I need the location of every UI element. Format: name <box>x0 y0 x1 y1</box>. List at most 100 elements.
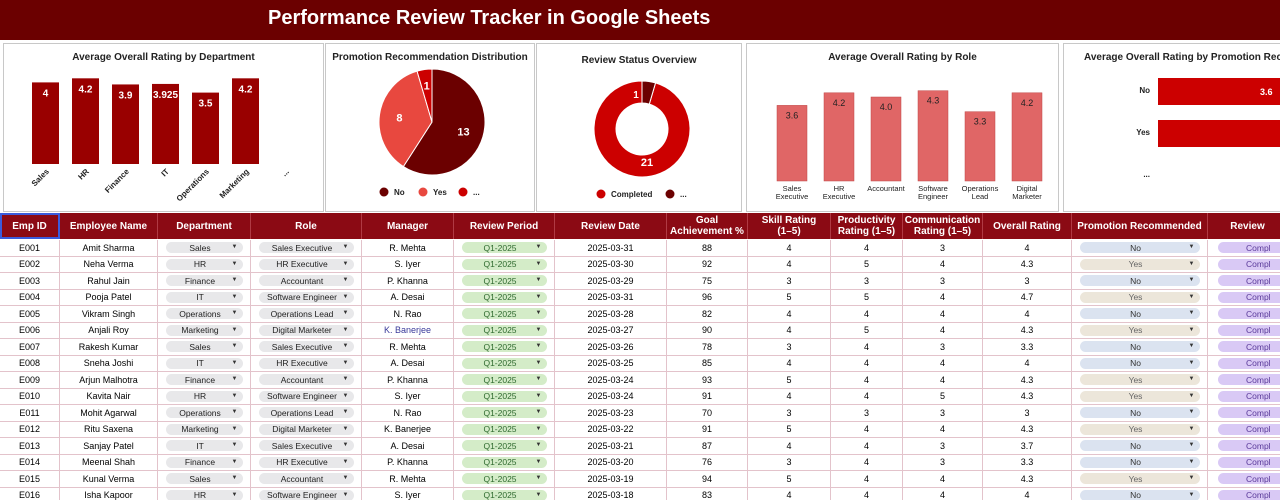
table-cell[interactable]: 4.3 <box>983 421 1072 437</box>
table-cell[interactable]: 4 <box>831 438 903 454</box>
dropdown-chip[interactable]: Compl <box>1218 473 1280 485</box>
table-cell[interactable]: E016 <box>0 487 60 500</box>
table-cell[interactable]: 2025-03-30 <box>555 256 667 272</box>
table-cell[interactable]: 75 <box>667 273 748 289</box>
table-cell[interactable]: Q1-2025 ▼ <box>454 372 555 388</box>
table-cell[interactable]: No ▼ <box>1072 273 1208 289</box>
dropdown-chip[interactable]: Compl <box>1218 242 1280 254</box>
dropdown-chip[interactable]: IT ▼ <box>165 357 243 369</box>
dropdown-caret-icon[interactable]: ▼ <box>342 392 349 399</box>
table-cell[interactable]: Accountant ▼ <box>251 273 362 289</box>
chart-card-dept[interactable]: Average Overall Rating by Department 4 Sa… <box>3 43 324 212</box>
chart-card-role[interactable]: Average Overall Rating by Role 3.6 Sales E… <box>746 43 1059 212</box>
dropdown-caret-icon[interactable]: ▼ <box>231 310 238 317</box>
table-cell[interactable]: Sales Executive ▼ <box>251 339 362 355</box>
table-cell[interactable]: 4 <box>748 240 831 256</box>
table-cell[interactable]: E009 <box>0 372 60 388</box>
table-cell[interactable]: Compl <box>1208 323 1280 339</box>
table-cell[interactable]: Sales ▼ <box>158 471 251 487</box>
dropdown-chip[interactable]: Marketing ▼ <box>165 324 243 336</box>
chart-card-status[interactable]: Review Status Overview 21 1 Completed... <box>536 43 742 212</box>
dropdown-chip[interactable]: Q1-2025 ▼ <box>461 374 547 386</box>
table-cell[interactable]: Compl <box>1208 471 1280 487</box>
dropdown-caret-icon[interactable]: ▼ <box>342 244 349 251</box>
table-cell[interactable]: 3 <box>903 240 983 256</box>
table-cell[interactable]: 4 <box>903 355 983 371</box>
table-cell[interactable]: Yes ▼ <box>1072 388 1208 404</box>
dropdown-chip[interactable]: Digital Marketer ▼ <box>258 324 354 336</box>
dropdown-chip[interactable]: Operations Lead ▼ <box>258 308 354 320</box>
dropdown-chip[interactable]: Software Engineer ▼ <box>258 291 354 303</box>
table-cell[interactable]: Yes ▼ <box>1072 256 1208 272</box>
dropdown-chip[interactable]: Compl <box>1218 374 1280 386</box>
dropdown-chip[interactable]: Accountant ▼ <box>258 374 354 386</box>
dropdown-chip[interactable]: Finance ▼ <box>165 275 243 287</box>
table-cell[interactable]: Compl <box>1208 240 1280 256</box>
table-cell[interactable]: 4 <box>903 372 983 388</box>
table-cell[interactable]: 5 <box>748 421 831 437</box>
table-cell[interactable]: 93 <box>667 372 748 388</box>
dropdown-chip[interactable]: Finance ▼ <box>165 374 243 386</box>
table-cell[interactable]: 4.3 <box>983 471 1072 487</box>
table-cell[interactable]: 4 <box>903 322 983 338</box>
dropdown-caret-icon[interactable]: ▼ <box>1188 442 1195 449</box>
table-cell[interactable]: Operations Lead ▼ <box>251 405 362 421</box>
table-cell[interactable]: 5 <box>748 471 831 487</box>
chart-card-promotion[interactable]: Promotion Recommendation Distribution 13… <box>325 43 535 212</box>
table-cell[interactable]: E008 <box>0 355 60 371</box>
table-cell[interactable]: Yes ▼ <box>1072 372 1208 388</box>
dropdown-caret-icon[interactable]: ▼ <box>535 260 542 267</box>
table-cell[interactable]: 3 <box>903 454 983 470</box>
dropdown-caret-icon[interactable]: ▼ <box>342 310 349 317</box>
table-cell[interactable]: 2025-03-21 <box>555 438 667 454</box>
table-cell[interactable]: 4 <box>903 289 983 305</box>
dropdown-chip[interactable]: Q1-2025 ▼ <box>461 291 547 303</box>
table-cell[interactable]: Ritu Saxena <box>60 421 158 437</box>
table-cell[interactable]: 4 <box>831 487 903 500</box>
table-cell[interactable]: Rahul Jain <box>60 273 158 289</box>
table-cell[interactable]: Software Engineer ▼ <box>251 388 362 404</box>
table-cell[interactable]: 2025-03-29 <box>555 273 667 289</box>
dropdown-caret-icon[interactable]: ▼ <box>1188 425 1195 432</box>
table-cell[interactable]: 70 <box>667 405 748 421</box>
dropdown-caret-icon[interactable]: ▼ <box>231 442 238 449</box>
dropdown-chip[interactable]: Compl <box>1218 456 1280 468</box>
table-cell[interactable]: Compl <box>1208 290 1280 306</box>
table-cell[interactable]: 3.3 <box>983 339 1072 355</box>
table-cell[interactable]: 94 <box>667 471 748 487</box>
table-cell[interactable]: Sales Executive ▼ <box>251 240 362 256</box>
table-cell[interactable]: Compl <box>1208 339 1280 355</box>
table-cell[interactable]: 4.3 <box>983 388 1072 404</box>
table-cell[interactable]: Q1-2025 ▼ <box>454 322 555 338</box>
table-cell[interactable]: No ▼ <box>1072 405 1208 421</box>
dropdown-caret-icon[interactable]: ▼ <box>535 376 542 383</box>
table-cell[interactable]: 4.3 <box>983 372 1072 388</box>
table-cell[interactable]: Accountant ▼ <box>251 372 362 388</box>
table-cell[interactable]: HR ▼ <box>158 256 251 272</box>
dropdown-chip[interactable]: Q1-2025 ▼ <box>461 390 547 402</box>
table-cell[interactable]: 3 <box>903 273 983 289</box>
dropdown-caret-icon[interactable]: ▼ <box>231 260 238 267</box>
dropdown-chip[interactable]: No ▼ <box>1079 308 1200 320</box>
dropdown-chip[interactable]: Compl <box>1218 308 1280 320</box>
dropdown-chip[interactable]: Yes ▼ <box>1079 473 1200 485</box>
dropdown-caret-icon[interactable]: ▼ <box>1188 392 1195 399</box>
table-cell[interactable]: 91 <box>667 388 748 404</box>
table-cell[interactable]: IT ▼ <box>158 438 251 454</box>
table-cell[interactable]: 3 <box>748 273 831 289</box>
table-cell[interactable]: 83 <box>667 487 748 500</box>
table-cell[interactable]: K. Banerjee <box>362 322 454 338</box>
column-header[interactable]: Review Period <box>454 213 555 239</box>
table-cell[interactable]: Compl <box>1208 372 1280 388</box>
table-cell[interactable]: No ▼ <box>1072 306 1208 322</box>
table-cell[interactable]: Kavita Nair <box>60 388 158 404</box>
dropdown-caret-icon[interactable]: ▼ <box>342 326 349 333</box>
dropdown-chip[interactable]: Finance ▼ <box>165 456 243 468</box>
table-cell[interactable]: Compl <box>1208 405 1280 421</box>
table-cell[interactable]: HR Executive ▼ <box>251 256 362 272</box>
dropdown-caret-icon[interactable]: ▼ <box>535 425 542 432</box>
table-cell[interactable]: Operations ▼ <box>158 405 251 421</box>
dropdown-chip[interactable]: Operations ▼ <box>165 308 243 320</box>
dropdown-chip[interactable]: No ▼ <box>1079 357 1200 369</box>
dropdown-chip[interactable]: No ▼ <box>1079 440 1200 452</box>
